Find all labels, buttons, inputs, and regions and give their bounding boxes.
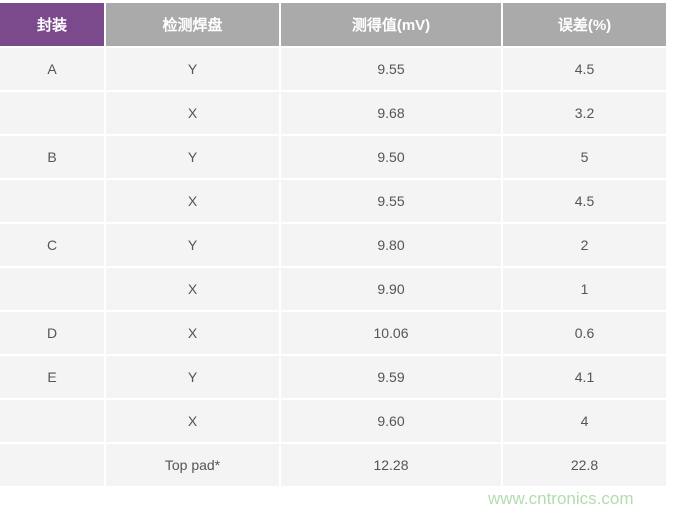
cell-measured: 12.28 (281, 444, 501, 486)
cell-measured: 9.50 (281, 136, 501, 178)
watermark: www.cntronics.com (488, 489, 634, 508)
table-row: C Y 9.80 2 (0, 224, 666, 266)
cell-pad: X (106, 268, 279, 310)
cell-measured: 9.90 (281, 268, 501, 310)
cell-package (0, 444, 104, 486)
table-row: X 9.55 4.5 (0, 180, 666, 222)
cell-measured: 9.59 (281, 356, 501, 398)
cell-error: 4.5 (503, 48, 666, 90)
cell-error: 4 (503, 400, 666, 442)
header-measured: 测得值(mV) (281, 3, 501, 46)
table-row: X 9.90 1 (0, 268, 666, 310)
cell-pad: X (106, 92, 279, 134)
table-row: X 9.60 4 (0, 400, 666, 442)
header-error: 误差(%) (503, 3, 666, 46)
cell-package: D (0, 312, 104, 354)
header-package: 封装 (0, 3, 104, 46)
cell-pad: Y (106, 48, 279, 90)
cell-error: 4.1 (503, 356, 666, 398)
cell-pad: Y (106, 356, 279, 398)
cell-package: E (0, 356, 104, 398)
cell-pad: X (106, 180, 279, 222)
measurement-table: 封装 检测焊盘 测得值(mV) 误差(%) A Y 9.55 4.5 X 9.68 3.2 B… (0, 1, 668, 488)
cell-package (0, 268, 104, 310)
cell-package (0, 400, 104, 442)
cell-error: 1 (503, 268, 666, 310)
cell-package: A (0, 48, 104, 90)
table-row: E Y 9.59 4.1 (0, 356, 666, 398)
cell-measured: 9.55 (281, 180, 501, 222)
cell-error: 2 (503, 224, 666, 266)
cell-measured: 9.68 (281, 92, 501, 134)
table-row: B Y 9.50 5 (0, 136, 666, 178)
header-row: 封装 检测焊盘 测得值(mV) 误差(%) (0, 3, 666, 46)
cell-measured: 9.55 (281, 48, 501, 90)
cell-package (0, 92, 104, 134)
cell-pad: Y (106, 224, 279, 266)
cell-package (0, 180, 104, 222)
cell-package: C (0, 224, 104, 266)
cell-error: 4.5 (503, 180, 666, 222)
cell-measured: 9.80 (281, 224, 501, 266)
cell-pad: Top pad* (106, 444, 279, 486)
cell-pad: Y (106, 136, 279, 178)
cell-error: 3.2 (503, 92, 666, 134)
cell-pad: X (106, 312, 279, 354)
cell-measured: 9.60 (281, 400, 501, 442)
cell-error: 5 (503, 136, 666, 178)
table-row: A Y 9.55 4.5 (0, 48, 666, 90)
table-row: D X 10.06 0.6 (0, 312, 666, 354)
cell-pad: X (106, 400, 279, 442)
cell-package: B (0, 136, 104, 178)
header-pad: 检测焊盘 (106, 3, 279, 46)
cell-error: 0.6 (503, 312, 666, 354)
table-row: X 9.68 3.2 (0, 92, 666, 134)
cell-measured: 10.06 (281, 312, 501, 354)
cell-error: 22.8 (503, 444, 666, 486)
table-row: Top pad* 12.28 22.8 (0, 444, 666, 486)
